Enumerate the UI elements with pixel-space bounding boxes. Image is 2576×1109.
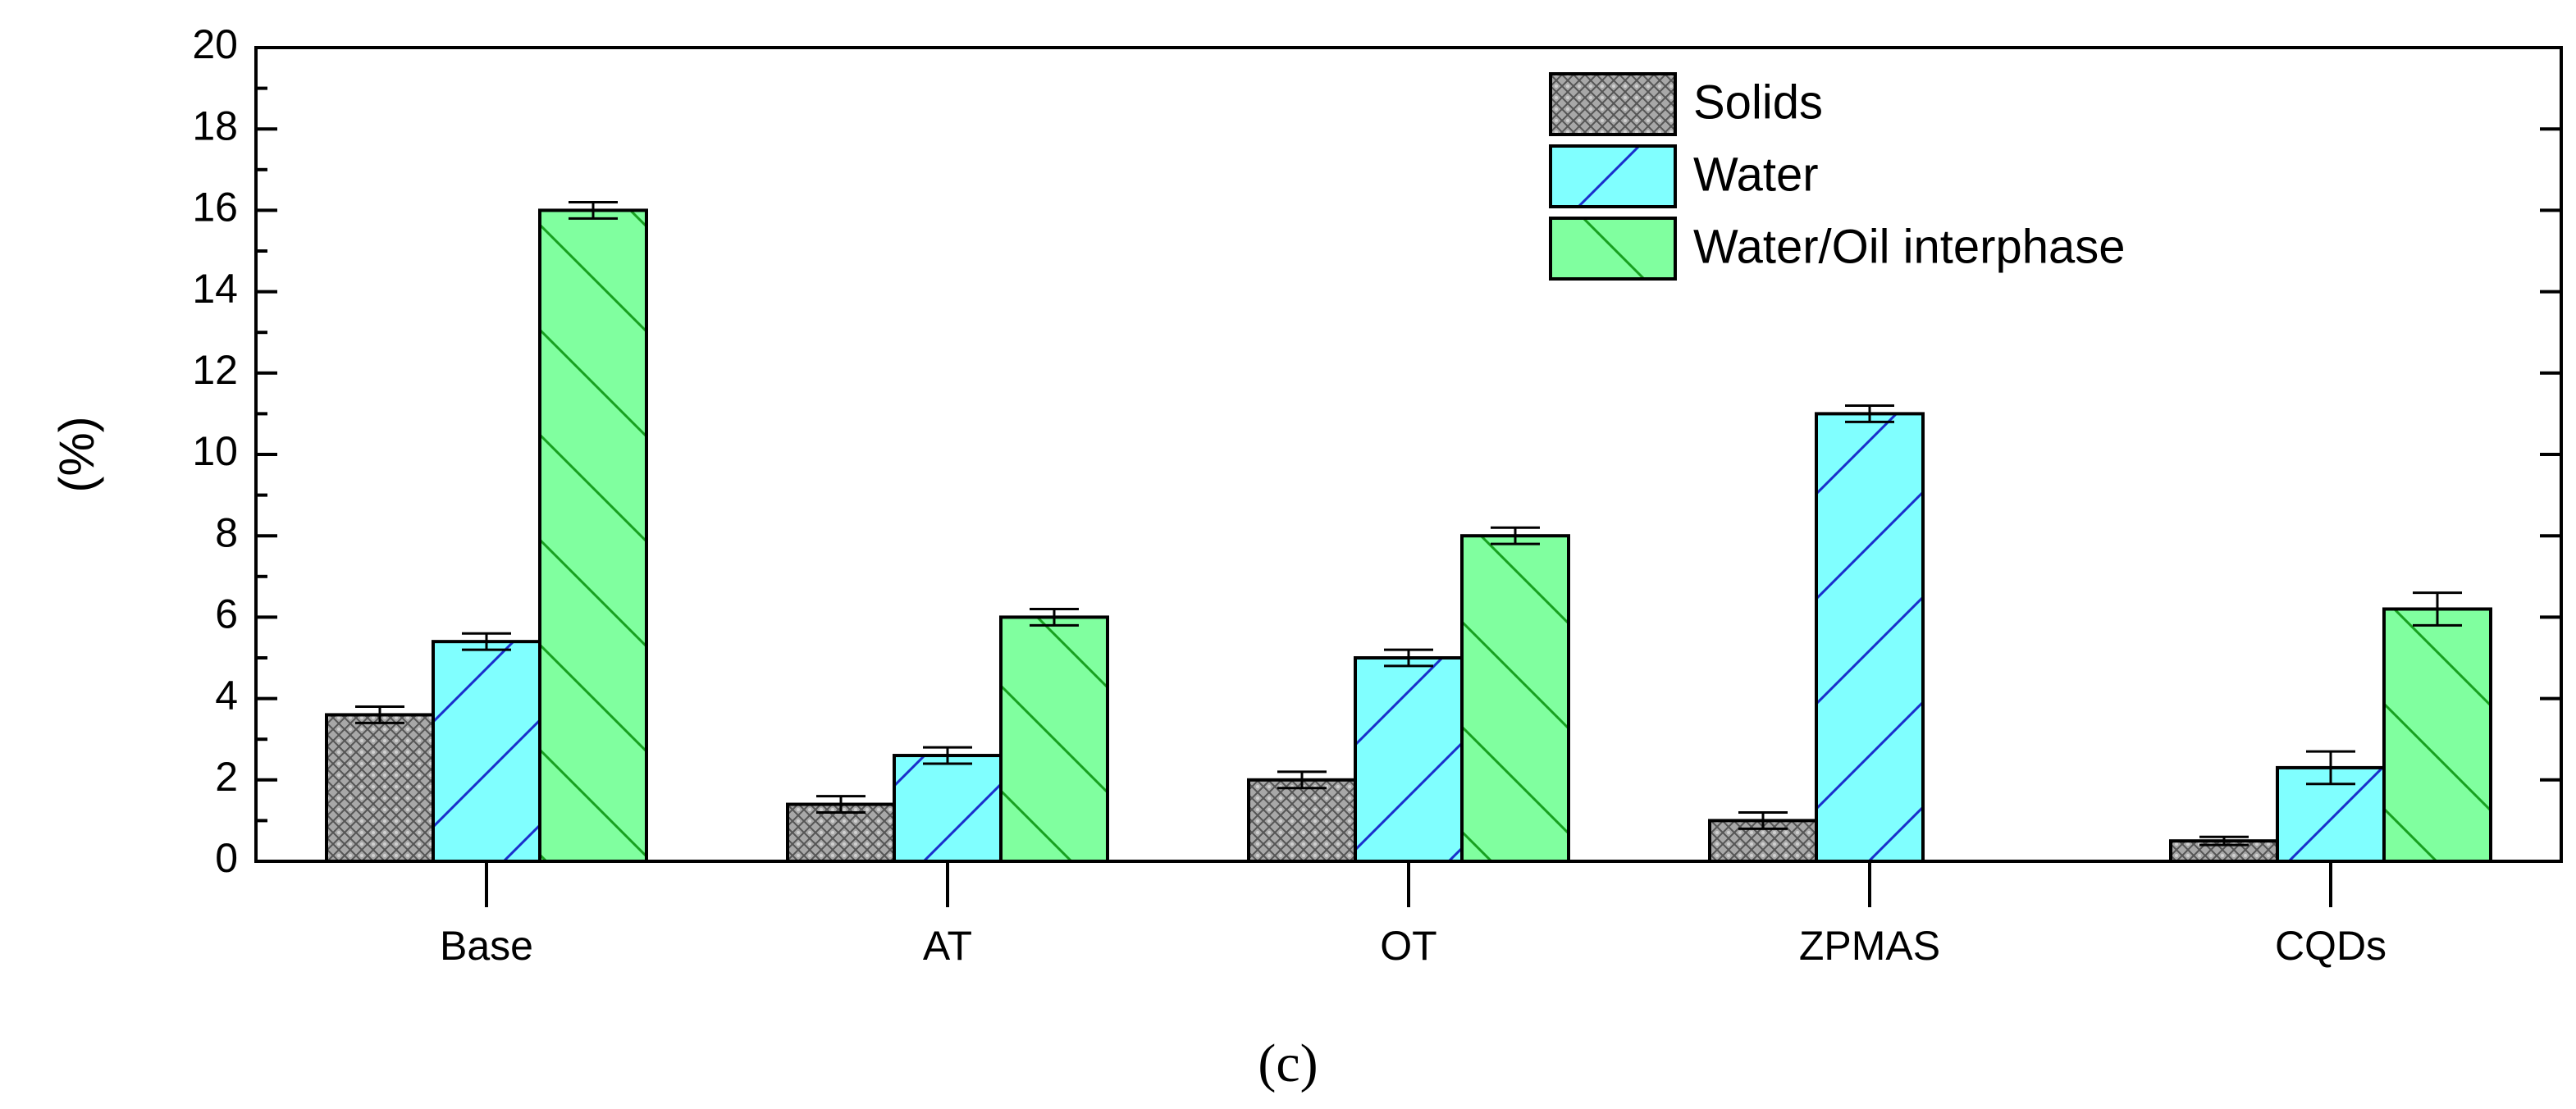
bar-water-ot [1354, 656, 1464, 863]
bar-water-base [432, 640, 541, 863]
bar-water-oil-base [538, 208, 648, 863]
y-tick-label: 16 [192, 185, 238, 230]
bar-water-oil-ot [1460, 534, 1570, 863]
bar-water-at [893, 754, 1003, 863]
x-tick-label: ZPMAS [1799, 923, 1940, 969]
legend-label-water-oil: Water/Oil interphase [1693, 220, 2126, 273]
y-axis-label: (%) [49, 416, 104, 492]
legend-swatch-water-oil [1549, 217, 1677, 281]
bar-series [325, 200, 2492, 864]
x-tick-label: OT [1380, 923, 1436, 969]
y-tick-label: 4 [215, 673, 238, 719]
bar-water-oil-at [999, 615, 1109, 864]
bar-solids-ot [1247, 778, 1357, 863]
y-tick-label: 2 [215, 754, 238, 800]
y-tick-label: 12 [192, 347, 238, 393]
x-axis: Base AT OT ZPMAS CQDs [440, 861, 2386, 969]
bar-water-zpmas [1815, 412, 1925, 863]
y-axis: 0 2 4 6 8 10 12 14 16 18 20 [192, 21, 2561, 881]
x-tick-label: Base [440, 923, 533, 969]
x-tick-label: AT [923, 923, 972, 969]
legend-swatch-water [1549, 144, 1677, 208]
y-tick-label: 10 [192, 428, 238, 474]
y-tick-label: 18 [192, 103, 238, 148]
y-tick-label: 6 [215, 591, 238, 637]
x-tick-label: CQDs [2275, 923, 2386, 969]
legend-label-solids: Solids [1693, 75, 1823, 129]
legend-label-water: Water [1693, 148, 1819, 201]
legend-swatch-solids [1549, 72, 1677, 136]
legend: Solids Water Water/Oil interphase [1549, 72, 2126, 281]
bar-solids-base [325, 713, 435, 863]
bar-water-oil-cqds [2382, 607, 2492, 863]
y-tick-label: 14 [192, 266, 238, 312]
y-tick-label: 8 [215, 509, 238, 555]
figure-caption: (c) [1258, 1034, 1318, 1093]
y-tick-label: 20 [192, 21, 238, 67]
y-tick-label: 0 [215, 835, 238, 881]
